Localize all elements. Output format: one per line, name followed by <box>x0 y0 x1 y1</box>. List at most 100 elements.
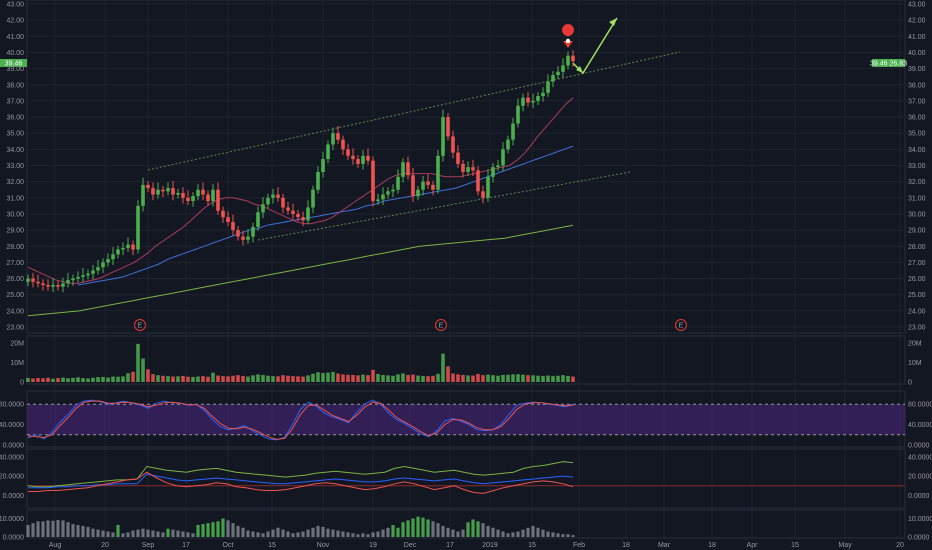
histogram-bar <box>191 533 195 537</box>
candle-body <box>146 184 150 189</box>
volume-bar <box>321 373 325 382</box>
histogram-bar <box>271 529 275 537</box>
volume-bar <box>436 373 440 382</box>
earnings-event-marker[interactable] <box>134 319 146 331</box>
histogram-bar <box>396 527 400 537</box>
x-tick-label: Oct <box>223 542 234 549</box>
volume-bar <box>256 374 260 382</box>
y-tick-label-left: 43.00 <box>6 2 24 9</box>
volume-bar <box>501 374 505 382</box>
volume-bar <box>221 376 225 382</box>
volume-bar <box>81 378 85 382</box>
histogram-bar <box>316 525 320 537</box>
candle-body <box>336 133 340 140</box>
histogram-bar <box>241 527 245 537</box>
volume-bar <box>566 375 570 382</box>
candle-body <box>36 281 40 284</box>
earnings-event-marker[interactable] <box>675 319 687 331</box>
y-tick-label-left: 34.00 <box>6 147 24 154</box>
y-tick-label-right: 24.00 <box>908 308 926 315</box>
volume-bar <box>61 377 65 382</box>
location-pin-marker[interactable] <box>562 24 575 48</box>
candle-body <box>541 92 545 97</box>
candle-body <box>131 244 135 250</box>
candle-body <box>496 165 500 168</box>
x-tick-label: Aug <box>49 542 62 549</box>
candle-body <box>536 96 540 101</box>
earnings-event-marker[interactable] <box>435 319 447 331</box>
indicator-y-tick-right: 20.0000 <box>908 474 932 481</box>
y-tick-label-left: 30.00 <box>6 211 24 218</box>
y-tick-label-left: 41.00 <box>6 34 24 41</box>
y-tick-label-right: 38.00 <box>908 82 926 89</box>
candle-body <box>511 123 515 140</box>
sma-mid-line <box>77 145 574 286</box>
y-tick-label-right: 35.00 <box>908 131 926 138</box>
candle-body <box>71 278 75 281</box>
volume-bar <box>51 378 55 382</box>
volume-bar <box>431 375 435 382</box>
histogram-bar <box>171 529 175 537</box>
indicator-y-tick-left: 0.0000 <box>3 493 25 500</box>
y-tick-label-right: 39.00 <box>908 66 926 73</box>
histogram-bar <box>561 534 565 537</box>
histogram-bar <box>381 529 385 537</box>
candle-body <box>156 189 160 195</box>
candle-body <box>426 181 430 185</box>
arrow-head-up <box>609 18 617 26</box>
candle-body <box>81 275 85 277</box>
histogram-bar <box>346 532 350 537</box>
histogram-bar <box>371 532 375 537</box>
histogram-bar <box>506 533 510 537</box>
volume-bar <box>561 375 565 382</box>
volume-bar <box>66 378 70 382</box>
candle-body <box>191 196 195 202</box>
stochastic-y-tick-left: 80.0000 <box>0 402 24 409</box>
y-tick-label-right: 28.00 <box>908 244 926 251</box>
candle-body <box>486 176 490 198</box>
candle-body <box>301 217 305 221</box>
candle-body <box>351 155 355 160</box>
candle-body <box>456 152 460 164</box>
volume-bar <box>506 374 510 382</box>
histogram-y-tick-right: 0.0000 <box>908 535 930 542</box>
volume-bar <box>416 375 420 382</box>
candle-body <box>126 244 130 248</box>
y-tick-label-right: 31.00 <box>908 195 926 202</box>
candle-body <box>46 285 50 287</box>
volume-bar <box>241 375 245 382</box>
x-tick-label: 15 <box>268 542 276 549</box>
volume-bar <box>526 375 530 382</box>
x-tick-label: Apr <box>747 542 759 549</box>
histogram-bar <box>66 522 70 537</box>
candle-body <box>86 273 90 276</box>
candle-body <box>296 213 300 218</box>
volume-bar <box>181 375 185 382</box>
x-tick-label: 18 <box>622 542 630 549</box>
histogram-bar <box>256 532 260 537</box>
histogram-bar <box>276 527 280 537</box>
indicator-y-tick-right: 40.0000 <box>908 454 932 461</box>
volume-bar <box>536 375 540 382</box>
candle-body <box>471 167 475 171</box>
y-tick-label-right: 27.00 <box>908 260 926 267</box>
earnings-event-label: E <box>439 323 444 330</box>
candle-body <box>376 199 380 202</box>
y-tick-label-right: 33.00 <box>908 163 926 170</box>
histogram-bar <box>311 527 315 537</box>
histogram-bar <box>351 533 355 537</box>
candle-body <box>166 188 170 192</box>
candle-body <box>396 176 400 190</box>
earnings-event-label: E <box>138 323 143 330</box>
histogram-bar <box>246 530 250 537</box>
volume-bar <box>546 375 550 382</box>
volume-bar <box>311 373 315 382</box>
volume-bar <box>266 375 270 382</box>
volume-bar <box>511 374 515 382</box>
volume-bar <box>231 375 235 382</box>
candle-body <box>41 283 45 286</box>
histogram-bar <box>176 530 180 537</box>
histogram-bar <box>141 528 145 537</box>
